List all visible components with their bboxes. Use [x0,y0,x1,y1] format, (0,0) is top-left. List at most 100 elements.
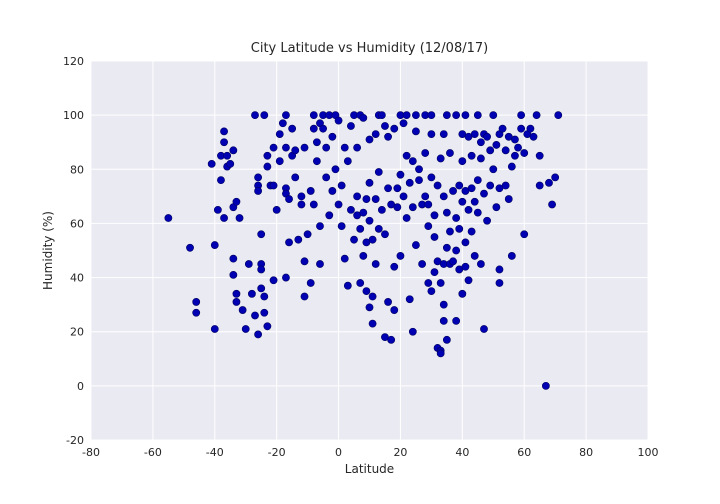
point [526,124,535,133]
point [421,192,430,201]
point [430,233,439,241]
y-tick-label: -20 [66,434,84,447]
point [452,214,461,222]
point [282,143,290,152]
point [213,205,222,214]
point [492,203,501,212]
point [350,235,358,244]
point [504,195,513,203]
point [511,135,519,144]
point [507,162,516,171]
point [458,197,467,206]
point [309,111,318,120]
point [541,381,550,390]
point [306,279,315,287]
point [316,222,324,231]
x-tick-label: -80 [82,446,100,459]
point [439,316,448,325]
point [229,254,238,263]
point [381,122,389,130]
point [210,325,219,333]
point [467,184,476,193]
point [554,111,563,120]
point [501,181,510,190]
point [263,162,272,171]
point [251,111,259,120]
point [322,143,331,152]
point [362,287,371,296]
point [374,224,383,233]
point [319,124,327,133]
point [353,143,362,152]
point [449,187,457,195]
point [353,192,362,201]
point [427,173,436,182]
point [164,214,173,222]
point [269,143,278,152]
point [520,149,529,157]
point [340,254,349,263]
point [470,197,479,206]
point [483,132,491,141]
point [343,157,352,166]
point [220,138,228,147]
point [384,184,392,193]
point [412,127,420,136]
point [282,273,290,282]
point [254,173,262,182]
point [452,111,461,120]
point [548,200,556,209]
point [285,238,293,247]
point [480,325,488,333]
x-tick-label: 20 [393,446,407,459]
point [467,227,476,236]
point [458,157,467,166]
point [365,303,374,312]
point [254,187,262,195]
point [275,157,284,166]
point [427,287,436,296]
point [473,111,482,120]
point [476,138,485,147]
x-tick-label: -20 [268,446,286,459]
point [511,151,519,160]
point [229,146,238,155]
point [408,157,417,166]
point [251,311,259,320]
x-tick-label: 60 [517,446,531,459]
x-tick-label: 0 [335,446,342,459]
point [430,211,439,220]
x-tick-label: -60 [144,446,162,459]
point [377,205,386,214]
point [424,279,433,287]
point [207,159,216,168]
point [365,178,374,187]
point [535,181,544,190]
x-axis-label: Latitude [345,462,394,476]
point [316,260,324,268]
point [470,130,479,138]
point [545,178,553,187]
point [520,230,529,239]
point [278,119,287,128]
point [408,203,417,212]
point [377,111,386,120]
point [337,181,346,190]
point [390,306,399,314]
point [455,224,464,233]
point [328,187,337,195]
point [232,289,241,298]
point [442,111,451,120]
point [303,230,312,239]
y-tick-label: 60 [70,217,84,230]
point [343,281,352,290]
point [430,268,439,277]
point [436,349,445,358]
point [328,132,337,141]
point [517,124,526,133]
point [217,176,225,185]
point [399,192,408,201]
point [347,205,355,214]
point [384,132,392,141]
